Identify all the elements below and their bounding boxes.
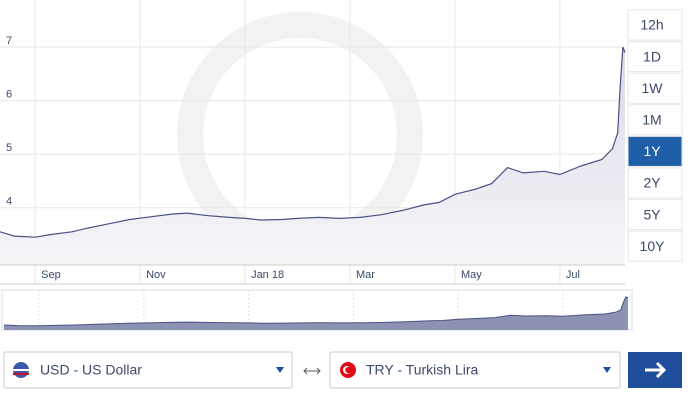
area [4,296,628,330]
period-button[interactable] [627,135,683,167]
caret [603,367,611,373]
from-currency: USD - US Dollar [40,362,142,378]
period-button[interactable] [627,104,683,136]
period-button[interactable] [627,9,683,41]
y-tick-label: 7 [6,35,12,47]
x-tick-label: Jul [566,269,580,281]
y-tick-label: 6 [6,89,12,101]
period-label: 5Y [643,206,661,222]
x-tick-label: Jan 18 [251,269,284,281]
period-label: 2Y [643,175,661,191]
x-tick-label: Sep [41,269,61,281]
caret [276,367,284,373]
area [0,47,625,265]
y-tick-label: 5 [6,142,12,154]
to-select[interactable] [329,351,621,389]
swap-icon[interactable] [303,367,321,375]
period-button[interactable] [627,41,683,73]
us-flag-stripe [13,369,29,371]
period-label: 1W [642,80,664,96]
period-button[interactable] [627,72,683,104]
period-button[interactable] [627,230,683,262]
watermark [177,12,423,258]
line [3,296,629,327]
period-button[interactable] [627,199,683,231]
to-currency: TRY - Turkish Lira [366,362,479,378]
period-button[interactable] [627,167,683,199]
period-label: 1Y [643,143,661,159]
x-tick-label: Mar [356,269,375,281]
x-tick-label: May [461,269,482,281]
period-label: 12h [640,17,663,33]
from-select[interactable] [3,351,293,389]
us-flag-stripe [13,373,29,375]
x-tick-label: Nov [146,269,166,281]
y-tick-label: 4 [6,196,12,208]
line [0,46,626,238]
period-label: 10Y [640,238,666,254]
arrow-icon [645,361,667,379]
period-label: 1D [643,48,661,64]
period-label: 1M [642,112,661,128]
tr-flag-moon [345,366,352,374]
